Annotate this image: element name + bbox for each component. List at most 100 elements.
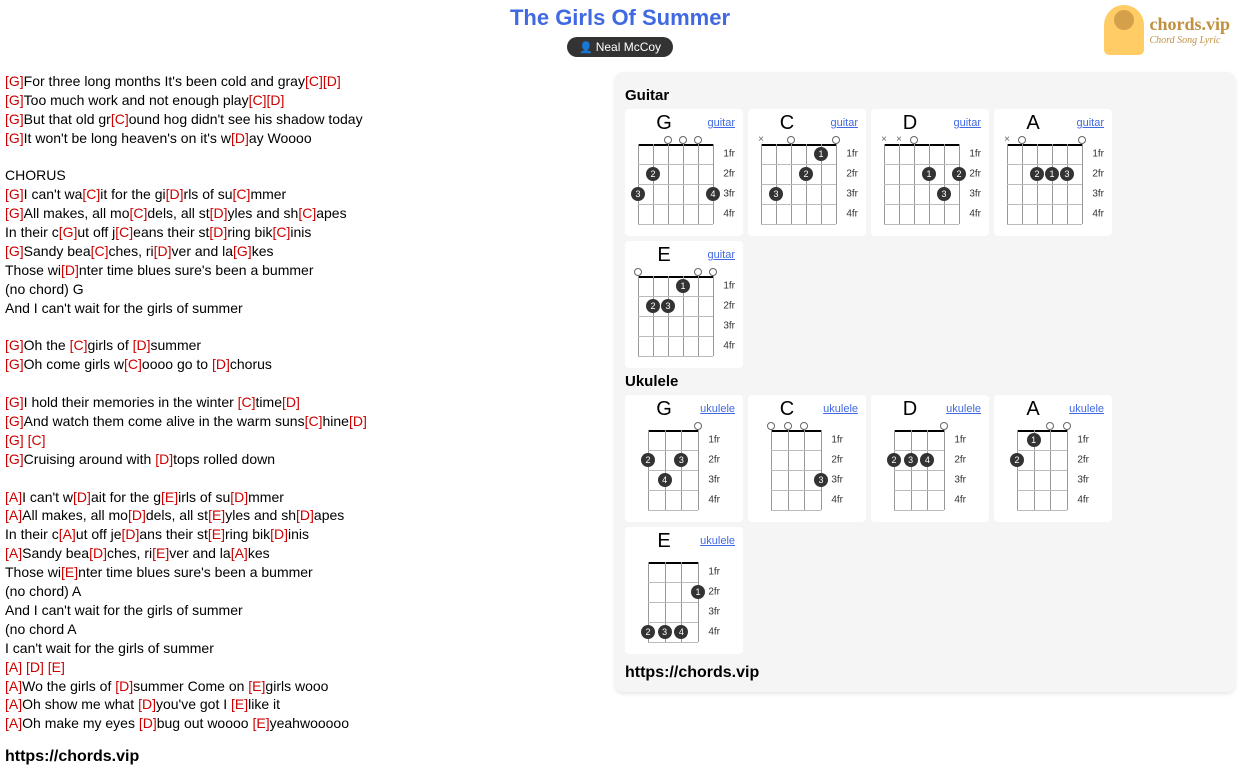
chord-marker[interactable]: [D] — [139, 715, 157, 731]
chord-marker[interactable]: [G] — [5, 205, 24, 221]
chord-marker[interactable]: [D] — [230, 489, 248, 505]
chord-marker[interactable]: [D] — [270, 526, 288, 542]
chord-type-link[interactable]: guitar — [707, 117, 735, 129]
chord-marker[interactable]: [G] — [5, 92, 24, 108]
chord-marker[interactable]: [A] — [5, 545, 22, 561]
chord-marker[interactable]: [G] — [5, 130, 24, 146]
chord-box-A[interactable]: Aukulele1fr2fr3fr4fr21 — [994, 395, 1112, 522]
chord-type-link[interactable]: guitar — [707, 249, 735, 261]
chord-marker[interactable]: [A] — [5, 659, 22, 675]
chord-marker[interactable]: [C] — [298, 205, 316, 221]
chord-marker[interactable]: [G] — [5, 186, 24, 202]
chord-marker[interactable]: [D] — [128, 507, 146, 523]
song-title[interactable]: The Girls Of Summer — [0, 5, 1240, 31]
chord-box-G[interactable]: Gukulele1fr2fr3fr4fr234 — [625, 395, 743, 522]
chord-marker[interactable]: [C] — [272, 224, 290, 240]
chord-marker[interactable]: [D] — [296, 507, 314, 523]
chord-marker[interactable]: [C] — [91, 243, 109, 259]
chord-box-E[interactable]: Eukulele1fr2fr3fr4fr2341 — [625, 527, 743, 654]
chord-marker[interactable]: [C] — [70, 337, 88, 353]
chord-marker[interactable]: [D] — [154, 243, 172, 259]
lyric-line: (no chord) A — [5, 582, 615, 601]
chord-marker[interactable]: [C] — [111, 111, 129, 127]
artist-badge[interactable]: Neal McCoy — [567, 37, 673, 57]
chord-box-A[interactable]: Aguitar1fr2fr3fr4fr213× — [994, 109, 1112, 236]
chord-type-link[interactable]: ukulele — [946, 403, 981, 415]
chord-type-link[interactable]: guitar — [1076, 117, 1104, 129]
chord-marker[interactable]: [C] — [82, 186, 100, 202]
chord-marker[interactable]: [C] — [305, 413, 323, 429]
chord-marker[interactable]: [D] — [155, 451, 173, 467]
chord-marker[interactable]: [G] — [5, 356, 24, 372]
chord-marker[interactable]: [D] — [89, 545, 107, 561]
chord-marker[interactable]: [C] — [115, 224, 133, 240]
chord-marker[interactable]: [E] — [252, 715, 269, 731]
chord-marker[interactable]: [G] — [5, 432, 24, 448]
chord-marker[interactable]: [E] — [161, 489, 178, 505]
chord-marker[interactable]: [G] — [5, 111, 24, 127]
chord-box-C[interactable]: Cguitar1fr2fr3fr4fr321× — [748, 109, 866, 236]
chord-marker[interactable]: [E] — [48, 659, 65, 675]
chord-box-E[interactable]: Eguitar1fr2fr3fr4fr231 — [625, 241, 743, 368]
chord-marker[interactable]: [G] — [5, 73, 24, 89]
chord-marker[interactable]: [A] — [5, 507, 22, 523]
chord-marker[interactable]: [C] — [238, 394, 256, 410]
chord-marker[interactable]: [G] — [233, 243, 252, 259]
chord-marker[interactable]: [D] — [349, 413, 367, 429]
chord-type-link[interactable]: ukulele — [700, 403, 735, 415]
chord-marker[interactable]: [D] — [323, 73, 341, 89]
chord-box-D[interactable]: Dguitar1fr2fr3fr4fr132×× — [871, 109, 989, 236]
chord-marker[interactable]: [G] — [5, 451, 24, 467]
chord-marker[interactable]: [D] — [138, 696, 156, 712]
chord-marker[interactable]: [A] — [59, 526, 76, 542]
chord-box-C[interactable]: Cukulele1fr2fr3fr4fr3 — [748, 395, 866, 522]
chord-marker[interactable]: [C] — [124, 356, 142, 372]
chord-marker[interactable]: [D] — [267, 92, 285, 108]
chord-type-link[interactable]: ukulele — [1069, 403, 1104, 415]
chord-marker[interactable]: [G] — [5, 413, 24, 429]
chord-marker[interactable]: [A] — [5, 715, 22, 731]
chord-diagram: 1fr2fr3fr4fr213× — [999, 136, 1107, 231]
chord-marker[interactable]: [D] — [61, 262, 79, 278]
chord-marker[interactable]: [D] — [133, 337, 151, 353]
chord-name: G — [625, 398, 703, 421]
chord-box-G[interactable]: Gguitar1fr2fr3fr4fr324 — [625, 109, 743, 236]
chord-marker[interactable]: [E] — [248, 678, 265, 694]
chord-marker[interactable]: [E] — [61, 564, 78, 580]
chord-name: E — [625, 244, 703, 267]
chord-marker[interactable]: [G] — [5, 394, 24, 410]
chord-marker[interactable]: [C] — [233, 186, 251, 202]
chord-marker[interactable]: [A] — [5, 696, 22, 712]
chord-marker[interactable]: [C] — [129, 205, 147, 221]
chord-type-link[interactable]: ukulele — [823, 403, 858, 415]
chord-marker[interactable]: [C] — [249, 92, 267, 108]
chord-marker[interactable]: [C] — [305, 73, 323, 89]
chord-marker[interactable]: [D] — [166, 186, 184, 202]
chord-marker[interactable]: [G] — [5, 337, 24, 353]
chord-marker[interactable]: [D] — [212, 356, 230, 372]
chord-marker[interactable]: [D] — [282, 394, 300, 410]
chord-marker[interactable]: [A] — [5, 678, 22, 694]
chord-marker[interactable]: [E] — [152, 545, 169, 561]
chord-type-link[interactable]: guitar — [830, 117, 858, 129]
chord-marker[interactable]: [E] — [208, 507, 225, 523]
chord-marker[interactable]: [D] — [209, 224, 227, 240]
lyric-line: [A] [D] [E] — [5, 658, 615, 677]
chord-marker[interactable]: [A] — [231, 545, 248, 561]
chord-type-link[interactable]: guitar — [953, 117, 981, 129]
chord-marker[interactable]: [D] — [115, 678, 133, 694]
chord-marker[interactable]: [C] — [28, 432, 46, 448]
chord-marker[interactable]: [D] — [122, 526, 140, 542]
chord-marker[interactable]: [D] — [210, 205, 228, 221]
lyric-line: Those wi[D]nter time blues sure's been a… — [5, 261, 615, 280]
chord-type-link[interactable]: ukulele — [700, 535, 735, 547]
chord-marker[interactable]: [D] — [73, 489, 91, 505]
chord-marker[interactable]: [D] — [26, 659, 44, 675]
chord-box-D[interactable]: Dukulele1fr2fr3fr4fr234 — [871, 395, 989, 522]
chord-marker[interactable]: [G] — [59, 224, 78, 240]
chord-marker[interactable]: [G] — [5, 243, 24, 259]
chord-marker[interactable]: [A] — [5, 489, 22, 505]
chord-marker[interactable]: [E] — [231, 696, 248, 712]
chord-marker[interactable]: [D] — [231, 130, 249, 146]
chord-marker[interactable]: [E] — [208, 526, 225, 542]
